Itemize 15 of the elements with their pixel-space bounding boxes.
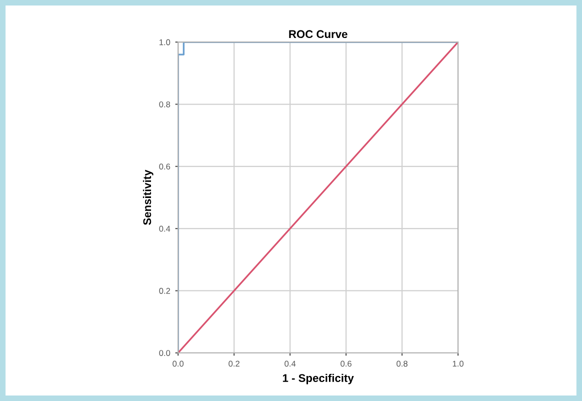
y-tick-label: 0.0 [159, 350, 170, 356]
x-tick-label: 0.8 [396, 360, 408, 367]
x-tick-label: 0.2 [228, 360, 240, 367]
x-tick-label: 1.0 [452, 360, 464, 367]
y-tick-label: 0.8 [159, 101, 170, 108]
x-tick-label: 0.6 [340, 360, 352, 367]
y-tick-label: 0.6 [159, 164, 170, 170]
y-tick-label: 0.2 [159, 288, 170, 294]
chart-title: ROC Curve [289, 30, 348, 38]
x-axis-title: 1 - Specificity [282, 374, 354, 384]
y-tick-label: 1.0 [160, 39, 170, 46]
y-tick-label: 0.4 [159, 226, 170, 232]
x-tick-label: 0.4 [284, 360, 296, 367]
y-axis-title: Sensitivity [142, 170, 154, 225]
x-tick-label: 0.0 [172, 360, 184, 367]
